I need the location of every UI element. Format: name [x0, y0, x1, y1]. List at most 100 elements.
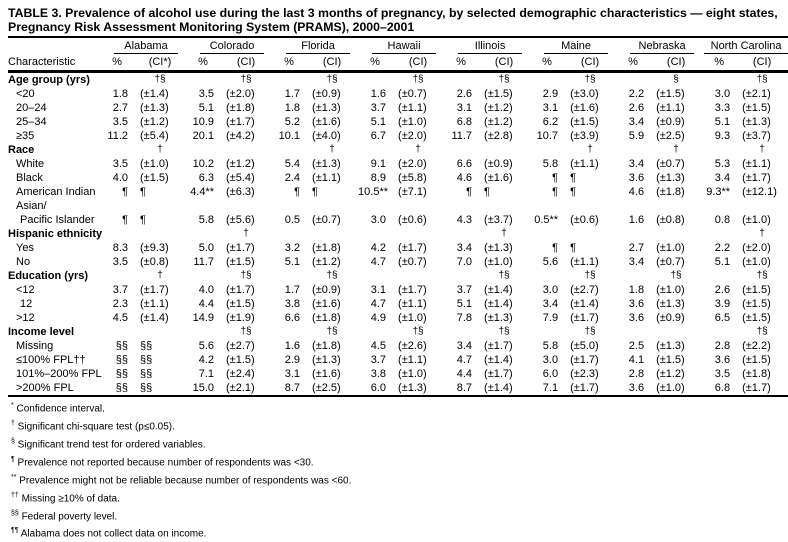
percent-value: §§: [115, 340, 128, 352]
percent-value: 5.0: [198, 242, 215, 254]
ci-value: §§: [134, 381, 187, 397]
footnote-text: Alabama does not collect data on income.: [18, 528, 207, 540]
state-header-row: Alabama Colorado Florida Hawaii Illinois Main…: [8, 36, 788, 54]
state-header: North Carolina: [702, 36, 788, 54]
section-row: Hispanic ethnicity † † †: [8, 227, 788, 241]
percent-value: 4.6: [456, 172, 473, 184]
percent-header: %: [444, 54, 479, 73]
state-name: Alabama: [114, 39, 179, 54]
significance-mark: †§: [756, 74, 768, 85]
significance-mark: †§: [584, 74, 596, 85]
ci-value: (±2.1): [220, 381, 273, 397]
percent-value: 5.8: [542, 340, 559, 352]
ci-value: (±1.0): [140, 158, 169, 170]
footnote: § Significant trend test for ordered var…: [8, 435, 351, 453]
ci-value: (±1.4): [478, 381, 531, 397]
blank-cell: [616, 143, 650, 157]
percent-value: 10.2: [192, 158, 215, 170]
percent-value: 4.4: [456, 368, 473, 380]
ci-value: ¶: [140, 186, 146, 198]
percent-value: [186, 199, 220, 213]
ci-value: (±1.3): [140, 102, 169, 114]
percent-value: 11.7: [451, 130, 473, 142]
table-title: TABLE 3. Prevalence of alcohol use durin…: [8, 6, 778, 34]
ci-value: (±1.8): [312, 312, 341, 324]
column-header-row: Characteristic% (CI*)% (CI)% (CI)% (CI)% (CI)…: [8, 54, 788, 73]
row-label: No: [16, 256, 31, 268]
percent-value: ¶: [122, 186, 128, 198]
ci-value: (±0.9): [312, 88, 341, 100]
percent-value: 7.8: [456, 312, 473, 324]
ci-value: (±6.3): [226, 186, 255, 198]
footnote-mark: †: [11, 419, 15, 427]
footnote-mark: §§: [11, 509, 19, 517]
percent-value: 3.6: [628, 298, 645, 310]
percent-value: 2.8: [714, 340, 731, 352]
ci-value: (±1.4): [484, 284, 513, 296]
ci-value: (±1.5): [742, 284, 771, 296]
percent-value: 6.6: [284, 312, 301, 324]
significance-mark: [650, 325, 702, 339]
percent-value: 3.0: [370, 214, 387, 226]
percent-value: 8.9: [370, 172, 387, 184]
percent-value: 10.7: [536, 130, 559, 142]
percent-value: 5.1: [714, 116, 731, 128]
ci-value: (±1.4): [484, 354, 513, 366]
percent-value: 3.4: [628, 116, 645, 128]
state-header: Alabama: [100, 36, 187, 54]
ci-value: (±1.2): [312, 256, 341, 268]
percent-value: 3.4: [628, 158, 645, 170]
significance-mark: [220, 143, 272, 157]
ci-value: (±1.3): [312, 102, 341, 114]
row-label: Pacific Islander: [20, 214, 95, 226]
row-label: <20: [16, 88, 35, 100]
ci-value: (±1.6): [312, 298, 341, 310]
percent-value: 1.7: [284, 88, 301, 100]
footnote-mark: §: [11, 437, 15, 445]
percent-value: 0.8: [714, 214, 731, 226]
ci-value: (±1.3): [742, 116, 771, 128]
percent-value: 9.3**: [706, 186, 731, 198]
percent-value: 6.5: [714, 312, 731, 324]
ci-value: (±1.1): [312, 172, 341, 184]
ci-value: (±1.6): [312, 116, 341, 128]
percent-header: %: [186, 54, 221, 73]
ci-value: (±1.3): [656, 172, 685, 184]
table-row: <20 1.8 (±1.4) 3.5 (±2.0) 1.7 (±0.9) 1.6 (±0.7) 2…: [8, 87, 788, 101]
ci-value: §§: [140, 354, 153, 366]
percent-value: 3.5: [112, 256, 128, 268]
percent-value: 1.6: [284, 340, 301, 352]
percent-value: 3.9: [714, 298, 731, 310]
percent-value: 2.7: [628, 242, 645, 254]
percent-value: 10.9: [192, 116, 215, 128]
ci-header: (CI): [392, 54, 445, 73]
significance-mark: [306, 227, 358, 241]
ci-value: (±1.6): [312, 368, 341, 380]
blank-cell: [8, 36, 100, 54]
footnote-text: Prevalence might not be reliable because…: [16, 475, 352, 487]
table-row: >200% FPL §§ §§ 15.0 (±2.1) 8.7 (±2.5) 6.0 (±1.3…: [8, 381, 788, 397]
percent-value: 6.0: [542, 368, 559, 380]
percent-value: 3.6: [628, 172, 645, 184]
percent-value: 5.3: [714, 158, 731, 170]
ci-value: [392, 199, 444, 213]
ci-value: (±1.5): [484, 88, 513, 100]
significance-mark: †§: [670, 270, 682, 281]
percent-value: 10.1: [278, 130, 301, 142]
percent-header: %: [616, 54, 651, 73]
ci-value: [736, 199, 788, 213]
ci-value: (±4.0): [312, 130, 341, 142]
significance-mark: [650, 227, 702, 241]
percent-value: [616, 199, 650, 213]
blank-cell: [358, 269, 392, 283]
state-header: Colorado: [186, 36, 273, 54]
ci-header: (CI): [736, 54, 788, 73]
significance-mark: †§: [584, 270, 596, 281]
percent-value: 4.0: [198, 284, 215, 296]
footnote: †† Missing ≥10% of data.: [8, 489, 351, 507]
percent-value: 3.4: [456, 242, 473, 254]
blank-cell: [616, 72, 650, 88]
percent-value: 3.4: [542, 298, 559, 310]
ci-value: (±1.7): [742, 172, 771, 184]
percent-value: 20.1: [192, 130, 215, 142]
